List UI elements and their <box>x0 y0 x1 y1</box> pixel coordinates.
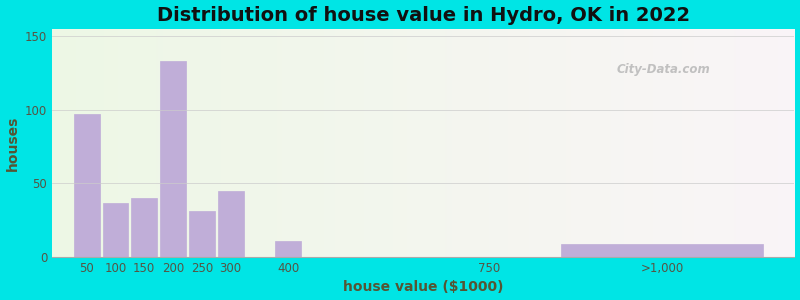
Text: City-Data.com: City-Data.com <box>616 64 710 76</box>
Title: Distribution of house value in Hydro, OK in 2022: Distribution of house value in Hydro, OK… <box>157 6 690 25</box>
X-axis label: house value ($1000): house value ($1000) <box>343 280 503 294</box>
Y-axis label: houses: houses <box>6 115 19 171</box>
Bar <box>102 202 129 257</box>
Bar <box>160 61 186 257</box>
Bar <box>562 244 762 257</box>
Bar <box>218 191 243 257</box>
Bar <box>275 241 301 257</box>
Bar <box>189 212 214 257</box>
Bar <box>74 114 100 257</box>
Bar <box>131 198 158 257</box>
